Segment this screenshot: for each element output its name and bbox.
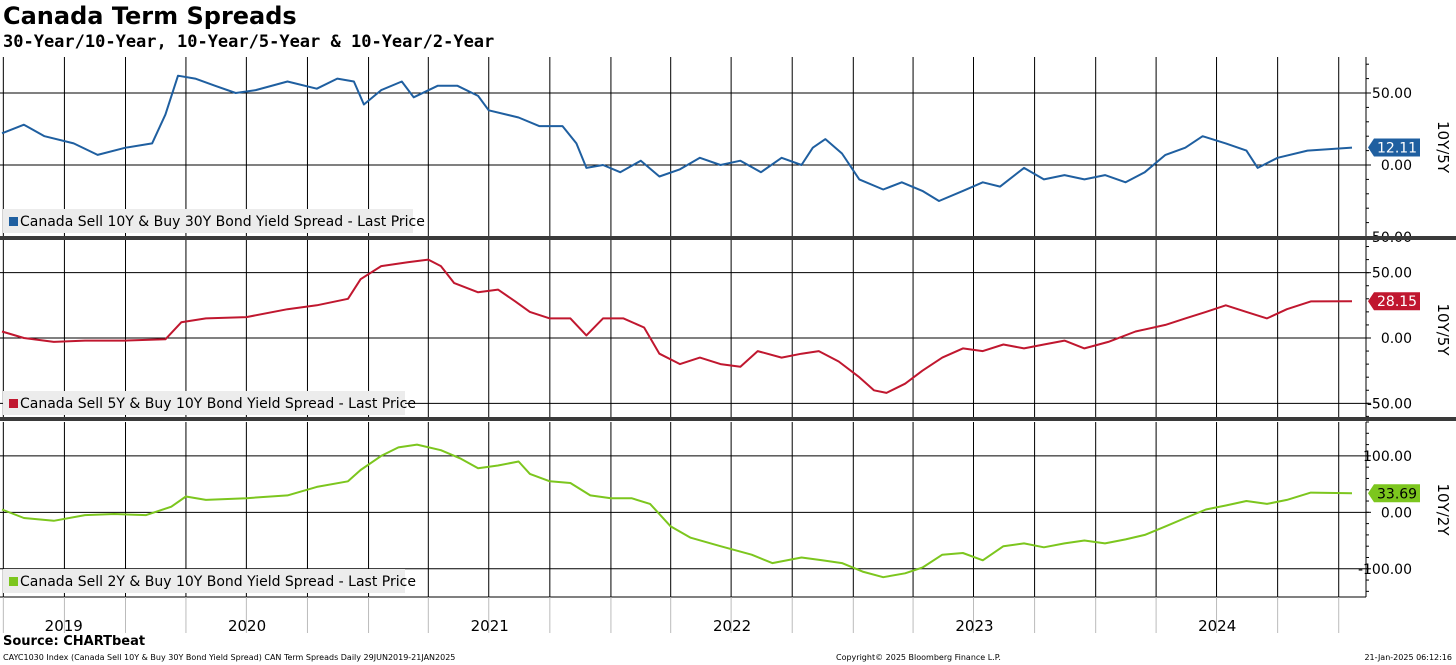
panel-2: 50.00 0.00 -50.00 28.15 10Y/5Y Canada Sell 5Y…: [0, 240, 1452, 419]
series-line: [1, 258, 1353, 394]
y-tick-label: -50.00: [1367, 396, 1412, 412]
x-tick-label: 2024: [1198, 617, 1236, 635]
last-value-tag: [1368, 484, 1420, 503]
series-line: [1, 74, 1353, 202]
axis-label: 10Y/2Y: [1434, 483, 1452, 536]
y-tick-label: 50.00: [1372, 86, 1412, 102]
legend-label: Canada Sell 2Y & Buy 10Y Bond Yield Spre…: [20, 574, 416, 590]
last-value-label: 33.69: [1377, 486, 1417, 502]
legend-box: [3, 209, 413, 233]
x-tick-label: 2021: [471, 617, 509, 635]
legend-swatch: [9, 577, 18, 586]
y-tick-label: 0.00: [1381, 158, 1412, 174]
axis-label: 10Y/5Y: [1434, 121, 1452, 174]
y-tick-label: 100.00: [1363, 449, 1412, 465]
footer-copyright: Copyright© 2025 Bloomberg Finance L.P.: [836, 653, 1001, 662]
legend-label: Canada Sell 10Y & Buy 30Y Bond Yield Spr…: [20, 214, 425, 230]
last-value-label: 12.11: [1377, 141, 1417, 157]
chart-title: Canada Term Spreads: [3, 2, 297, 30]
last-value-label: 28.15: [1377, 294, 1417, 310]
footer-timestamp: 21-Jan-2025 06:12:16: [1364, 653, 1452, 662]
source-note: Source: CHARTbeat: [3, 634, 146, 649]
x-tick-label: 2019: [45, 617, 83, 635]
y-tick-label: -100.00: [1358, 562, 1412, 578]
series-line: [1, 443, 1353, 579]
last-value-tag: [1368, 292, 1420, 311]
axis-label: 10Y/5Y: [1434, 303, 1452, 356]
legend-box: [3, 391, 405, 415]
legend-box: [3, 569, 405, 593]
last-value-tag: [1368, 138, 1420, 157]
y-tick-label: 50.00: [1372, 266, 1412, 282]
legend-swatch: [9, 399, 18, 408]
legend-swatch: [9, 217, 18, 226]
panel-3: 100.00 0.00 -100.00 33.69 10Y/2Y Canada Sell …: [0, 421, 1452, 597]
chart-subtitle: 30-Year/10-Year, 10-Year/5-Year & 10-Yea…: [3, 32, 495, 52]
y-tick-label: 0.00: [1381, 505, 1412, 521]
x-tick-label: 2020: [228, 617, 266, 635]
legend-label: Canada Sell 5Y & Buy 10Y Bond Yield Spre…: [20, 396, 416, 412]
y-tick-label: 0.00: [1381, 331, 1412, 347]
panel-separator: [0, 236, 1456, 240]
footer-index-note: CAYC1030 Index (Canada Sell 10Y & Buy 30…: [3, 653, 456, 662]
x-tick-label: 2022: [713, 617, 751, 635]
x-tick-label: 2023: [955, 617, 993, 635]
panel-separator: [0, 417, 1456, 421]
